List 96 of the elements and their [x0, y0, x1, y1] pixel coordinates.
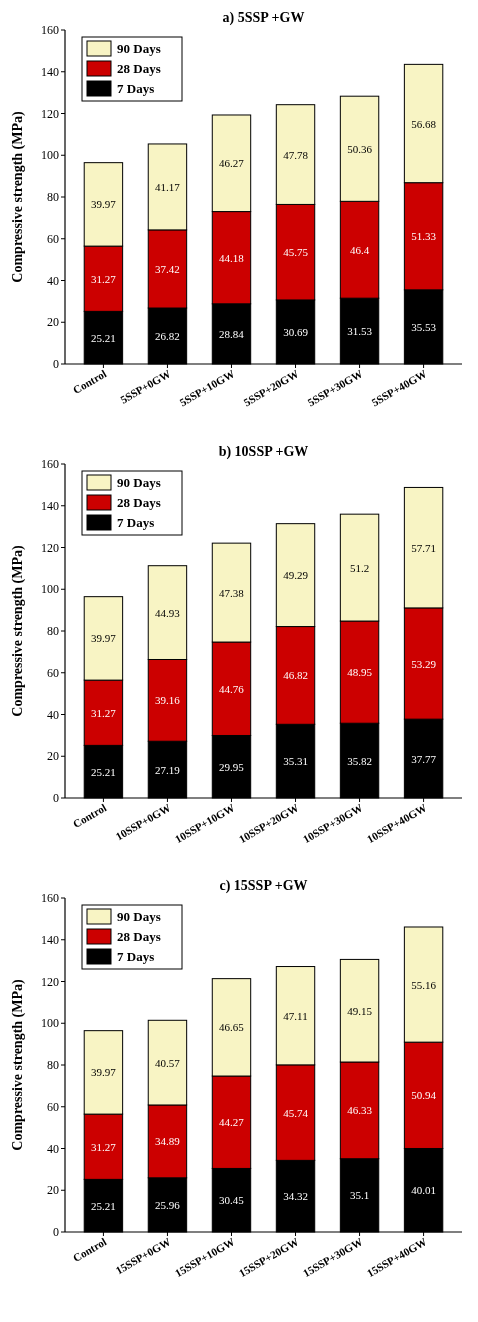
data-label: 56.68 — [411, 117, 437, 130]
legend-label: 28 Days — [117, 929, 161, 944]
data-label: 51.2 — [349, 561, 370, 574]
data-label: 26.82 — [155, 330, 180, 343]
data-label: 41.17 — [155, 180, 181, 193]
data-label: 35.53 — [411, 320, 437, 333]
data-label: 46.33 — [347, 1104, 373, 1117]
data-label: 44.27 — [219, 1116, 245, 1129]
y-tick-label: 80 — [47, 190, 59, 204]
data-label: 29.95 — [219, 760, 245, 773]
data-label: 51.33 — [411, 230, 437, 243]
data-label: 25.21 — [91, 765, 116, 778]
legend-label: 7 Days — [117, 515, 155, 530]
y-tick-label: 20 — [47, 749, 59, 764]
data-label: 37.77 — [411, 752, 437, 765]
y-tick-label: 60 — [47, 231, 59, 246]
y-tick-label: 100 — [41, 148, 59, 163]
data-label: 35.31 — [283, 755, 308, 768]
y-tick-label: 20 — [47, 315, 59, 330]
data-label: 47.11 — [283, 1009, 308, 1022]
data-label: 50.94 — [411, 1089, 437, 1102]
data-label: 44.93 — [155, 606, 181, 619]
y-tick-label: 160 — [41, 457, 59, 471]
data-label: 45.75 — [283, 246, 309, 259]
data-label: 28.84 — [219, 327, 245, 340]
y-tick-label: 0 — [53, 1225, 59, 1239]
data-label: 45.74 — [283, 1106, 309, 1119]
y-tick-label: 0 — [53, 357, 59, 371]
data-label: 39.16 — [155, 694, 181, 707]
y-tick-label: 80 — [47, 624, 59, 638]
legend-label: 90 Days — [117, 475, 161, 490]
data-label: 46.82 — [283, 669, 308, 682]
data-label: 46.27 — [219, 157, 245, 170]
data-label: 57.71 — [411, 541, 436, 554]
chart-title: c) 15SSP +GW — [219, 878, 308, 894]
y-tick-label: 20 — [47, 1183, 59, 1198]
data-label: 44.76 — [219, 682, 245, 695]
legend-label: 90 Days — [117, 909, 161, 924]
data-label: 53.29 — [411, 657, 437, 670]
data-label: 25.21 — [91, 331, 116, 344]
data-label: 46.4 — [349, 243, 370, 256]
y-tick-label: 140 — [41, 932, 59, 947]
data-label: 31.53 — [347, 325, 373, 338]
data-label: 31.27 — [91, 272, 117, 285]
data-label: 39.97 — [91, 632, 117, 645]
y-tick-label: 60 — [47, 665, 59, 680]
data-label: 46.65 — [219, 1021, 245, 1034]
data-label: 30.45 — [219, 1194, 245, 1207]
data-label: 31.27 — [91, 706, 117, 719]
y-tick-label: 60 — [47, 1099, 59, 1114]
y-tick-label: 40 — [47, 707, 59, 722]
y-tick-label: 160 — [41, 23, 59, 37]
data-label: 39.97 — [91, 198, 117, 211]
y-tick-label: 160 — [41, 891, 59, 905]
legend-label: 28 Days — [117, 61, 161, 76]
y-tick-label: 0 — [53, 791, 59, 805]
y-tick-label: 140 — [41, 64, 59, 79]
chart-title: b) 10SSP +GW — [218, 444, 309, 460]
data-label: 34.32 — [283, 1190, 308, 1203]
legend-label: 90 Days — [117, 41, 161, 56]
data-label: 30.69 — [283, 325, 309, 338]
data-label: 48.95 — [347, 666, 373, 679]
data-label: 47.38 — [219, 586, 245, 599]
data-label: 35.82 — [347, 754, 372, 767]
y-tick-label: 80 — [47, 1058, 59, 1072]
chart-title: a) 5SSP +GW — [222, 10, 305, 26]
legend-label: 28 Days — [117, 495, 161, 510]
data-label: 50.36 — [347, 142, 373, 155]
legend-label: 7 Days — [117, 81, 155, 96]
y-tick-label: 120 — [41, 540, 59, 555]
y-tick-label: 120 — [41, 974, 59, 989]
data-label: 34.89 — [155, 1135, 181, 1148]
data-label: 47.78 — [283, 148, 309, 161]
y-tick-label: 40 — [47, 1141, 59, 1156]
legend-label: 7 Days — [117, 949, 155, 964]
y-tick-label: 100 — [41, 1016, 59, 1031]
y-axis-title: Compressive strength (MPa) — [10, 978, 26, 1151]
data-label: 40.57 — [155, 1056, 181, 1069]
y-tick-label: 40 — [47, 273, 59, 288]
data-label: 55.16 — [411, 978, 437, 991]
data-label: 49.15 — [347, 1004, 373, 1017]
y-tick-label: 100 — [41, 582, 59, 597]
data-label: 25.96 — [155, 1198, 181, 1211]
data-label: 39.97 — [91, 1066, 117, 1079]
y-tick-label: 120 — [41, 106, 59, 121]
y-axis-title: Compressive strength (MPa) — [10, 110, 26, 283]
data-label: 44.18 — [219, 251, 245, 264]
y-tick-label: 140 — [41, 498, 59, 513]
y-axis-title: Compressive strength (MPa) — [10, 544, 26, 717]
data-label: 31.27 — [91, 1140, 117, 1153]
data-label: 25.21 — [91, 1199, 116, 1212]
data-label: 37.42 — [155, 262, 180, 275]
data-label: 49.29 — [283, 569, 309, 582]
data-label: 40.01 — [411, 1184, 436, 1197]
data-label: 27.19 — [155, 763, 181, 776]
data-label: 35.1 — [349, 1189, 370, 1202]
